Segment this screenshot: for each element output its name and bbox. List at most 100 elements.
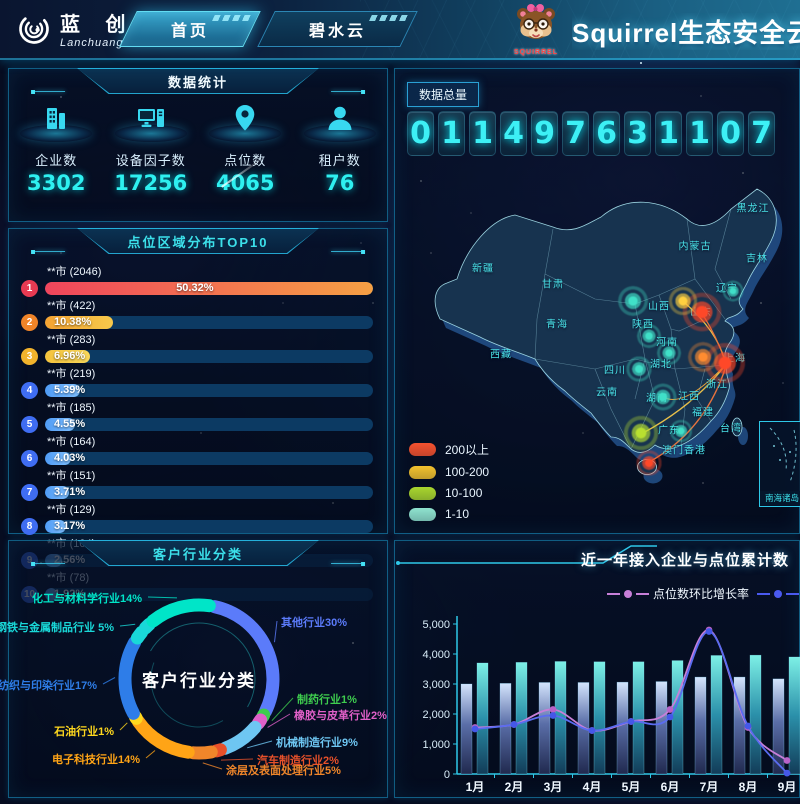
map-legend-item[interactable]: 1-10 (409, 507, 489, 521)
app-title: Squirrel生态安全云平台 (572, 18, 800, 48)
donut-segment[interactable] (118, 635, 142, 720)
top10-row-bar: 5 4.55% (21, 416, 373, 433)
x-axis-tick: 5月 (622, 780, 641, 794)
province-label: 吉林 (746, 253, 768, 265)
map-legend-item[interactable]: 10-100 (409, 486, 489, 500)
bar-percent-label: 3.17% (54, 520, 86, 532)
top10-row-bar: 8 3.17% (21, 518, 373, 535)
counter-digit: 9 (531, 111, 558, 156)
rank-badge: 2 (21, 314, 38, 331)
user-icon (328, 106, 352, 130)
top10-row-label: **市 (185) (47, 402, 96, 414)
stats-panel-title: 数据统计 (31, 68, 365, 94)
top10-row-bar: 7 3.71% (21, 484, 373, 501)
province-label: 广东 (658, 425, 680, 437)
trend-chart[interactable]: 0 1,000 2,000 3,000 4,000 5,000 1月 2月 3月 4月 5月 6月 7月… (395, 599, 800, 799)
top10-row-bar: 6 4.03% (21, 450, 373, 467)
tab-label: 首页 (171, 23, 210, 40)
rank-badge: 3 (21, 348, 38, 365)
rank-badge: 6 (21, 450, 38, 467)
map-legend-item[interactable]: 200以上 (409, 441, 489, 458)
tab-home[interactable]: 首页 (119, 11, 261, 47)
legend-line (757, 592, 770, 595)
donut-svg (102, 596, 294, 770)
top10-row-label: **市 (283) (47, 334, 96, 346)
province-label: 浙江 (706, 379, 728, 391)
tab-bishuiyun[interactable]: 碧水云 (257, 11, 418, 47)
trend-legend-item[interactable] (757, 589, 799, 598)
stat-value: 3302 (27, 171, 86, 195)
legend-dot (774, 589, 782, 598)
legend-label: 200以上 (445, 443, 490, 457)
top10-row-label: **市 (164) (47, 436, 96, 448)
top10-row: **市 (422) 2 10.38% (21, 297, 373, 331)
stat-value: 76 (325, 171, 355, 195)
province-label: 澳门 (662, 445, 684, 457)
province-label: 台湾 (720, 423, 742, 435)
icon-pedestal (209, 125, 282, 142)
y-axis-tick: 0 (444, 769, 450, 781)
bar-percent-label: 50.32% (176, 282, 214, 294)
map-legend-item[interactable]: 100-200 (409, 465, 489, 479)
donut-segment[interactable] (130, 617, 156, 645)
donut-label: 其他行业30% (281, 617, 348, 629)
province-label: 河南 (656, 337, 678, 349)
industry-panel-title-text: 客户行业分类 (152, 546, 243, 562)
top10-row-bar: 3 6.96% (21, 348, 373, 365)
rank-badge: 7 (21, 484, 38, 501)
bar-track: 3.17% (45, 520, 373, 533)
icon-pedestal (114, 125, 187, 142)
donut-segment[interactable] (186, 745, 218, 760)
donut-segment[interactable] (207, 600, 280, 718)
province-label: 江西 (678, 391, 700, 403)
province-label: 湖北 (650, 359, 672, 371)
province-label: 福建 (692, 407, 714, 419)
bar-track: 3.71% (45, 486, 373, 499)
legend-label: 100-200 (445, 465, 490, 479)
counter-digit: 4 (500, 111, 527, 156)
trend-legend-item[interactable]: 点位数环比增长率 (606, 585, 749, 602)
legend-line (635, 592, 649, 595)
legend-dot (623, 589, 632, 598)
counter-digit: 7 (562, 111, 589, 156)
squirrel-icon (517, 4, 555, 39)
counter-digit: 6 (593, 111, 620, 156)
donut-segment[interactable] (146, 598, 216, 628)
trend-panel-decoration (396, 545, 657, 565)
bar-percent-label: 3.71% (54, 486, 86, 498)
china-map[interactable] (395, 69, 800, 533)
trend-title: 近一年接入企业与点位累计数 (580, 552, 789, 569)
bar-fill (45, 486, 70, 499)
counter-digit: 1 (469, 111, 496, 156)
donut-label: 纺织与印染行业17% (0, 680, 97, 692)
counter-digit: 1 (438, 111, 465, 156)
x-axis-tick: 1月 (466, 780, 485, 794)
top-header: 蓝 创 Lanchuang 首页 碧水云 SQUIRREL Squirrel生态安… (0, 0, 800, 60)
x-axis-tick: 6月 (661, 780, 680, 794)
lanchuang-logo[interactable]: 蓝 创 Lanchuang (16, 8, 136, 49)
stat-label: 设备因子数 (115, 153, 186, 168)
top10-row-bar: 4 5.39% (21, 382, 373, 399)
province-label: 山东 (690, 307, 712, 319)
map-legend: 200以上 100-200 10-100 1-10 (409, 441, 489, 528)
logo-subtitle: Lanchuang (60, 37, 124, 49)
counter-digit: 3 (624, 111, 651, 156)
province-label: 甘肃 (542, 279, 564, 291)
x-axis-tick: 9月 (778, 780, 797, 794)
donut-segment[interactable] (218, 720, 262, 755)
bar-track: 4.03% (45, 452, 373, 465)
y-axis-tick: 4,000 (422, 649, 450, 661)
province-label: 上海 (724, 353, 746, 365)
stat-label: 租户数 (318, 153, 361, 168)
industry-donut-chart[interactable]: 客户行业分类 其他行业30% 制药行业1% 橡胶与皮革行业2% 机械制造行业9% 汽车制… (0, 541, 387, 797)
top10-row: **市 (219) 4 5.39% (21, 365, 373, 399)
inset-islands (769, 427, 797, 483)
donut-segment[interactable] (132, 715, 195, 759)
x-axis-tick: 2月 (505, 780, 524, 794)
province-label: 山西 (648, 301, 670, 313)
stat-value: 17256 (114, 171, 188, 195)
y-axis-tick: 5,000 (422, 619, 450, 631)
bar-percent-label: 10.38% (54, 316, 92, 328)
donut-label: 橡胶与皮革行业2% (294, 710, 387, 722)
